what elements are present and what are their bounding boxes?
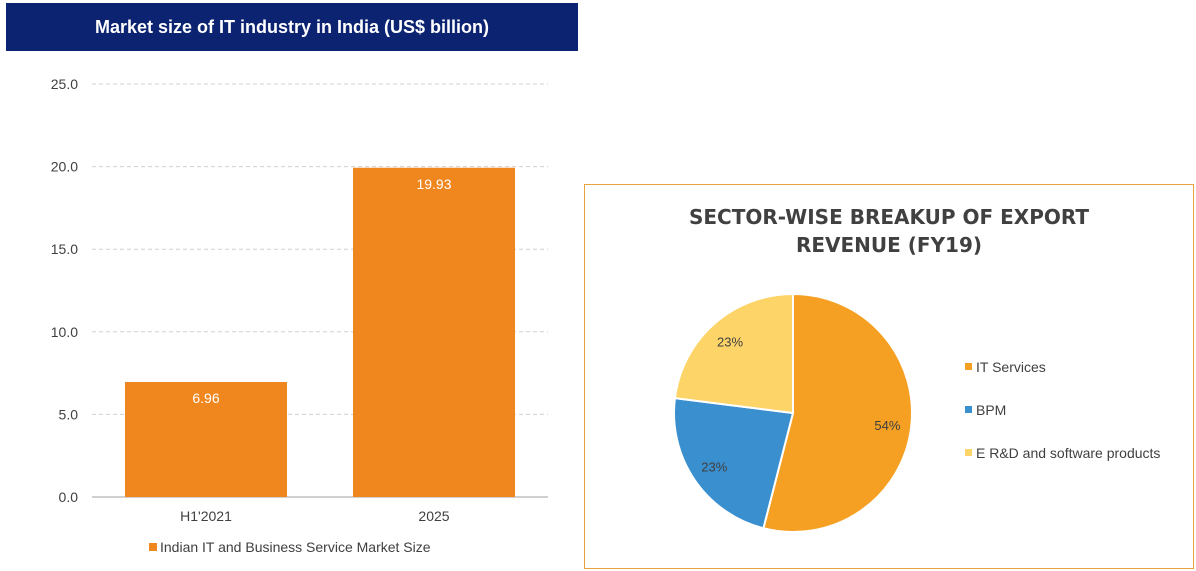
- legend-swatch-erd: [965, 449, 972, 456]
- legend-label-bpm: BPM: [976, 401, 1007, 418]
- pie-slice-erd: [673, 292, 794, 415]
- bar-chart-plot: 0.0 5.0 10.0 15.0 20.0 25.0 6.96 H1'2021 19.93 20…: [51, 76, 548, 555]
- pie-chart: SECTOR-WISE BREAKUP OF EXPORT REVENUE (F…: [584, 184, 1194, 569]
- y-tick-label: 10.0: [51, 324, 78, 340]
- bar: [125, 382, 287, 497]
- x-tick-label: 2025: [418, 508, 449, 524]
- pie-slice-it-services: [762, 292, 913, 533]
- y-tick-label: 20.0: [51, 159, 78, 175]
- pie-label-bpm: 23%: [701, 460, 727, 475]
- bar-chart-title: Market size of IT industry in India (US$…: [6, 3, 578, 51]
- y-tick-label: 5.0: [59, 406, 79, 422]
- pie-label-erd: 23%: [717, 335, 743, 350]
- pie-legend-item: IT Services: [965, 345, 1160, 388]
- bar-data-label: 19.93: [416, 176, 451, 192]
- bar: [353, 167, 515, 497]
- legend-label: Indian IT and Business Service Market Si…: [160, 539, 431, 555]
- legend-swatch-it-services: [965, 363, 972, 370]
- pie-legend-item: BPM: [965, 388, 1160, 431]
- pie-label-it-services: 54%: [874, 418, 900, 433]
- bar-data-label: 6.96: [192, 390, 219, 406]
- pie-legend: IT Services BPM E R&D and software produ…: [965, 345, 1160, 474]
- y-tick-label: 15.0: [51, 241, 78, 257]
- legend-swatch: [149, 543, 157, 551]
- x-tick-label: H1'2021: [180, 508, 232, 524]
- bar-chart: Market size of IT industry in India (US$…: [0, 0, 580, 571]
- pie-legend-item: E R&D and software products: [965, 431, 1160, 474]
- pie-chart-title: SECTOR-WISE BREAKUP OF EXPORT REVENUE (F…: [688, 205, 1090, 257]
- pie-chart-plot: 54% 23% 23%: [673, 292, 913, 533]
- y-tick-label: 25.0: [51, 76, 78, 92]
- legend-label-it-services: IT Services: [976, 358, 1046, 375]
- y-tick-label: 0.0: [59, 489, 79, 505]
- pie-slice-bpm: [673, 396, 795, 530]
- legend-label-erd: E R&D and software products: [976, 444, 1161, 461]
- legend-swatch-bpm: [965, 406, 972, 413]
